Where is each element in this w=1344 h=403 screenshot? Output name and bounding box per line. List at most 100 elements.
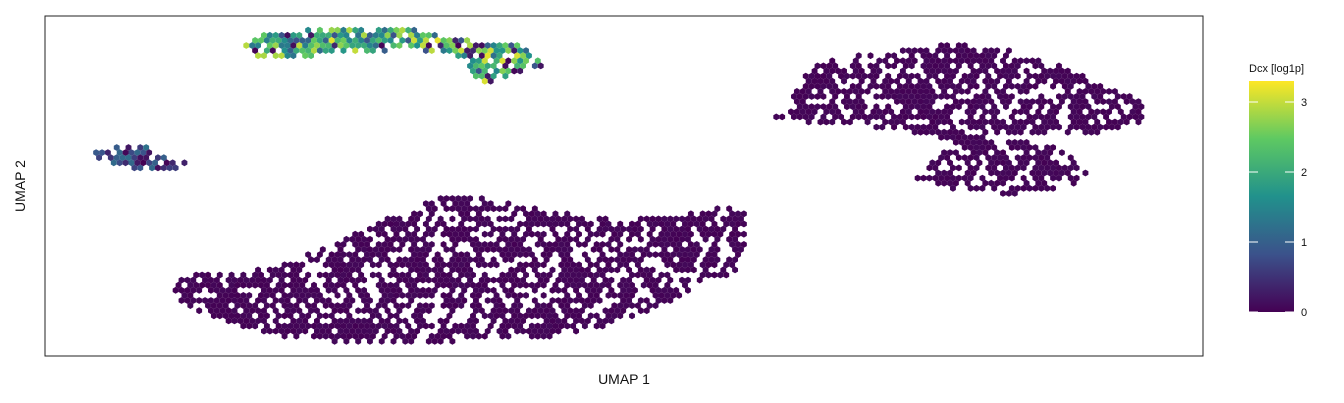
hex-bin-upperright: [1020, 82, 1027, 90]
hex-bin-bottom: [570, 281, 577, 289]
hex-bin-bottom: [255, 276, 261, 284]
hex-bin-bottom: [573, 327, 580, 335]
hex-bin-bottom: [443, 225, 450, 233]
hex-bin-bottom: [596, 246, 603, 253]
hex-bin-bottom: [490, 256, 497, 264]
hex-bin-upperright: [947, 77, 953, 85]
hex-bin-bottom: [252, 281, 259, 289]
hex-bin-upperright: [1064, 88, 1071, 95]
hex-bin-upperright: [1041, 77, 1048, 85]
hex-bin-upperright: [929, 118, 936, 126]
hex-bin-bottom: [272, 307, 279, 315]
hex-bin-bottom: [687, 230, 694, 238]
hex-bin-lowerright: [950, 164, 956, 172]
hex-bin-bottom: [461, 195, 468, 202]
hex-bin-bottom: [735, 210, 741, 218]
hex-bin-upperright: [1014, 123, 1021, 131]
hex-bin-upperright: [811, 77, 818, 85]
hex-bin-bottom: [184, 297, 191, 304]
hex-bin-upperright: [944, 133, 951, 141]
hex-bin-bottom: [617, 230, 624, 238]
hex-bin-bottom: [278, 297, 285, 304]
hex-bin-bottom: [576, 292, 582, 299]
hex-bin-top: [361, 31, 367, 39]
hex-bin-upperright: [991, 82, 998, 90]
hex-bin-upperright: [1029, 128, 1036, 136]
hex-bin-upperright: [1082, 98, 1089, 105]
hex-bin-upperright: [793, 88, 800, 95]
hex-bin-bottom: [478, 195, 485, 202]
hex-bin-bottom: [487, 220, 494, 228]
hex-bin-bottom: [528, 322, 535, 330]
hex-bin-upperright: [979, 123, 986, 131]
hex-bin-upperright: [917, 47, 924, 54]
hex-bin-bottom: [399, 220, 406, 228]
hex-bin-upperright: [891, 62, 898, 70]
hex-bin-bottom: [655, 235, 662, 243]
hex-bin-bottom: [564, 322, 571, 330]
hex-bin-bottom: [437, 276, 444, 284]
hex-bin-upperright: [905, 108, 912, 116]
hex-bin-upperright: [1073, 123, 1080, 131]
hex-bin-bottom: [328, 271, 335, 279]
hex-bin-bottom: [381, 302, 388, 309]
hex-bin-bottom: [667, 286, 674, 294]
hex-bin-upperright: [1003, 123, 1009, 131]
hex-bin-bottom: [732, 225, 739, 233]
hex-bin-bottom: [337, 266, 344, 274]
hex-bin-lowerright: [941, 179, 948, 187]
hex-bin-bottom: [461, 266, 468, 274]
hex-bin-bottom: [272, 286, 279, 294]
hex-bin-bottom: [343, 327, 350, 335]
hex-bin-bottom: [658, 241, 665, 248]
hex-bin-upperright: [796, 113, 803, 121]
hex-bin-bottom: [422, 251, 429, 258]
hex-bin-bottom: [449, 327, 456, 335]
hex-bin-left: [128, 159, 135, 167]
hex-bin-upperright: [920, 123, 927, 131]
hex-bin-bottom: [520, 276, 527, 284]
hex-bin-upperright: [958, 118, 965, 126]
hex-bin-bottom: [393, 312, 400, 320]
hex-bin-upperright: [808, 113, 815, 121]
hex-bin-bottom: [269, 271, 276, 279]
hex-bin-upperright: [1106, 98, 1112, 105]
hex-bin-lowerright: [991, 184, 998, 192]
hex-bin-bottom: [261, 307, 267, 315]
hex-bin-upperright: [802, 103, 809, 111]
hex-bin-upperright: [882, 118, 889, 126]
hex-bin-upperright: [838, 72, 845, 80]
hex-bin-bottom: [328, 251, 335, 258]
hex-bin-bottom: [611, 230, 618, 238]
hex-bin-bottom: [375, 281, 382, 289]
hex-bin-bottom: [558, 220, 565, 228]
hex-bin-bottom: [528, 261, 535, 269]
hex-bin-bottom: [378, 317, 385, 325]
hex-bin-bottom: [467, 215, 474, 223]
hex-bin-upperright: [1067, 113, 1074, 121]
hex-bin-bottom: [422, 271, 429, 279]
hex-bin-bottom: [481, 241, 488, 248]
hex-bin-bottom: [184, 276, 191, 284]
hex-bin-bottom: [540, 220, 547, 228]
hex-bin-upperright: [923, 108, 930, 116]
hex-bin-bottom: [446, 312, 453, 320]
hex-bin-upperright: [1073, 113, 1080, 121]
hex-bin-bottom: [314, 297, 320, 304]
hex-bin-bottom: [449, 256, 456, 264]
hex-bin-bottom: [184, 286, 191, 294]
hex-bin-bottom: [334, 292, 341, 299]
hex-bin-bottom: [422, 322, 429, 330]
hex-bin-lowerright: [1011, 190, 1018, 197]
hex-bin-bottom: [564, 230, 571, 238]
hex-bin-top: [243, 42, 250, 49]
hex-bin-upperright: [799, 98, 806, 105]
hex-bin-bottom: [664, 271, 671, 279]
hex-bin-upperright: [879, 82, 886, 90]
hex-bin-upperright: [911, 88, 918, 95]
hex-bin-top: [287, 37, 294, 44]
hex-bin-bottom: [711, 251, 718, 258]
hex-bin-bottom: [408, 297, 415, 304]
hex-bin-bottom: [517, 302, 524, 309]
hex-bin-bottom: [367, 235, 373, 243]
